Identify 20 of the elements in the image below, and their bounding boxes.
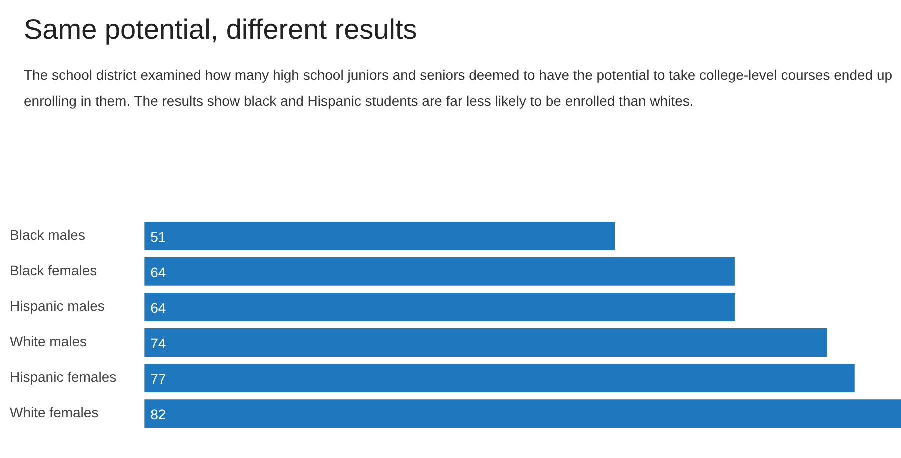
data-label: 77: [150, 371, 166, 388]
bar: [144, 293, 735, 322]
bar: [144, 400, 901, 428]
chart-subtitle: The school district examined how many high school juniors and seniors deemed to have the potential to take college-level courses ended up enrolling in them. The results show black and Hispanic students are far less likely to be enrolled than whites.: [24, 66, 894, 111]
y-tick-label: Black females: [10, 262, 98, 279]
data-label: 74: [150, 336, 166, 352]
data-label: 82: [150, 406, 166, 423]
bar: [144, 257, 735, 286]
y-tick-label: Hispanic males: [10, 298, 105, 314]
data-label: 64: [150, 300, 166, 316]
y-tick-label: Hispanic females: [10, 369, 117, 386]
bar: [144, 222, 616, 250]
y-tick-label: White males: [10, 334, 88, 350]
data-label: 64: [150, 264, 166, 281]
y-tick-label: Black males: [10, 227, 86, 244]
bar: [144, 364, 855, 393]
chart-title: Same potential, different results: [24, 14, 418, 46]
bar: [144, 328, 828, 357]
data-label: 51: [150, 229, 166, 246]
y-tick-label: White females: [10, 404, 99, 421]
